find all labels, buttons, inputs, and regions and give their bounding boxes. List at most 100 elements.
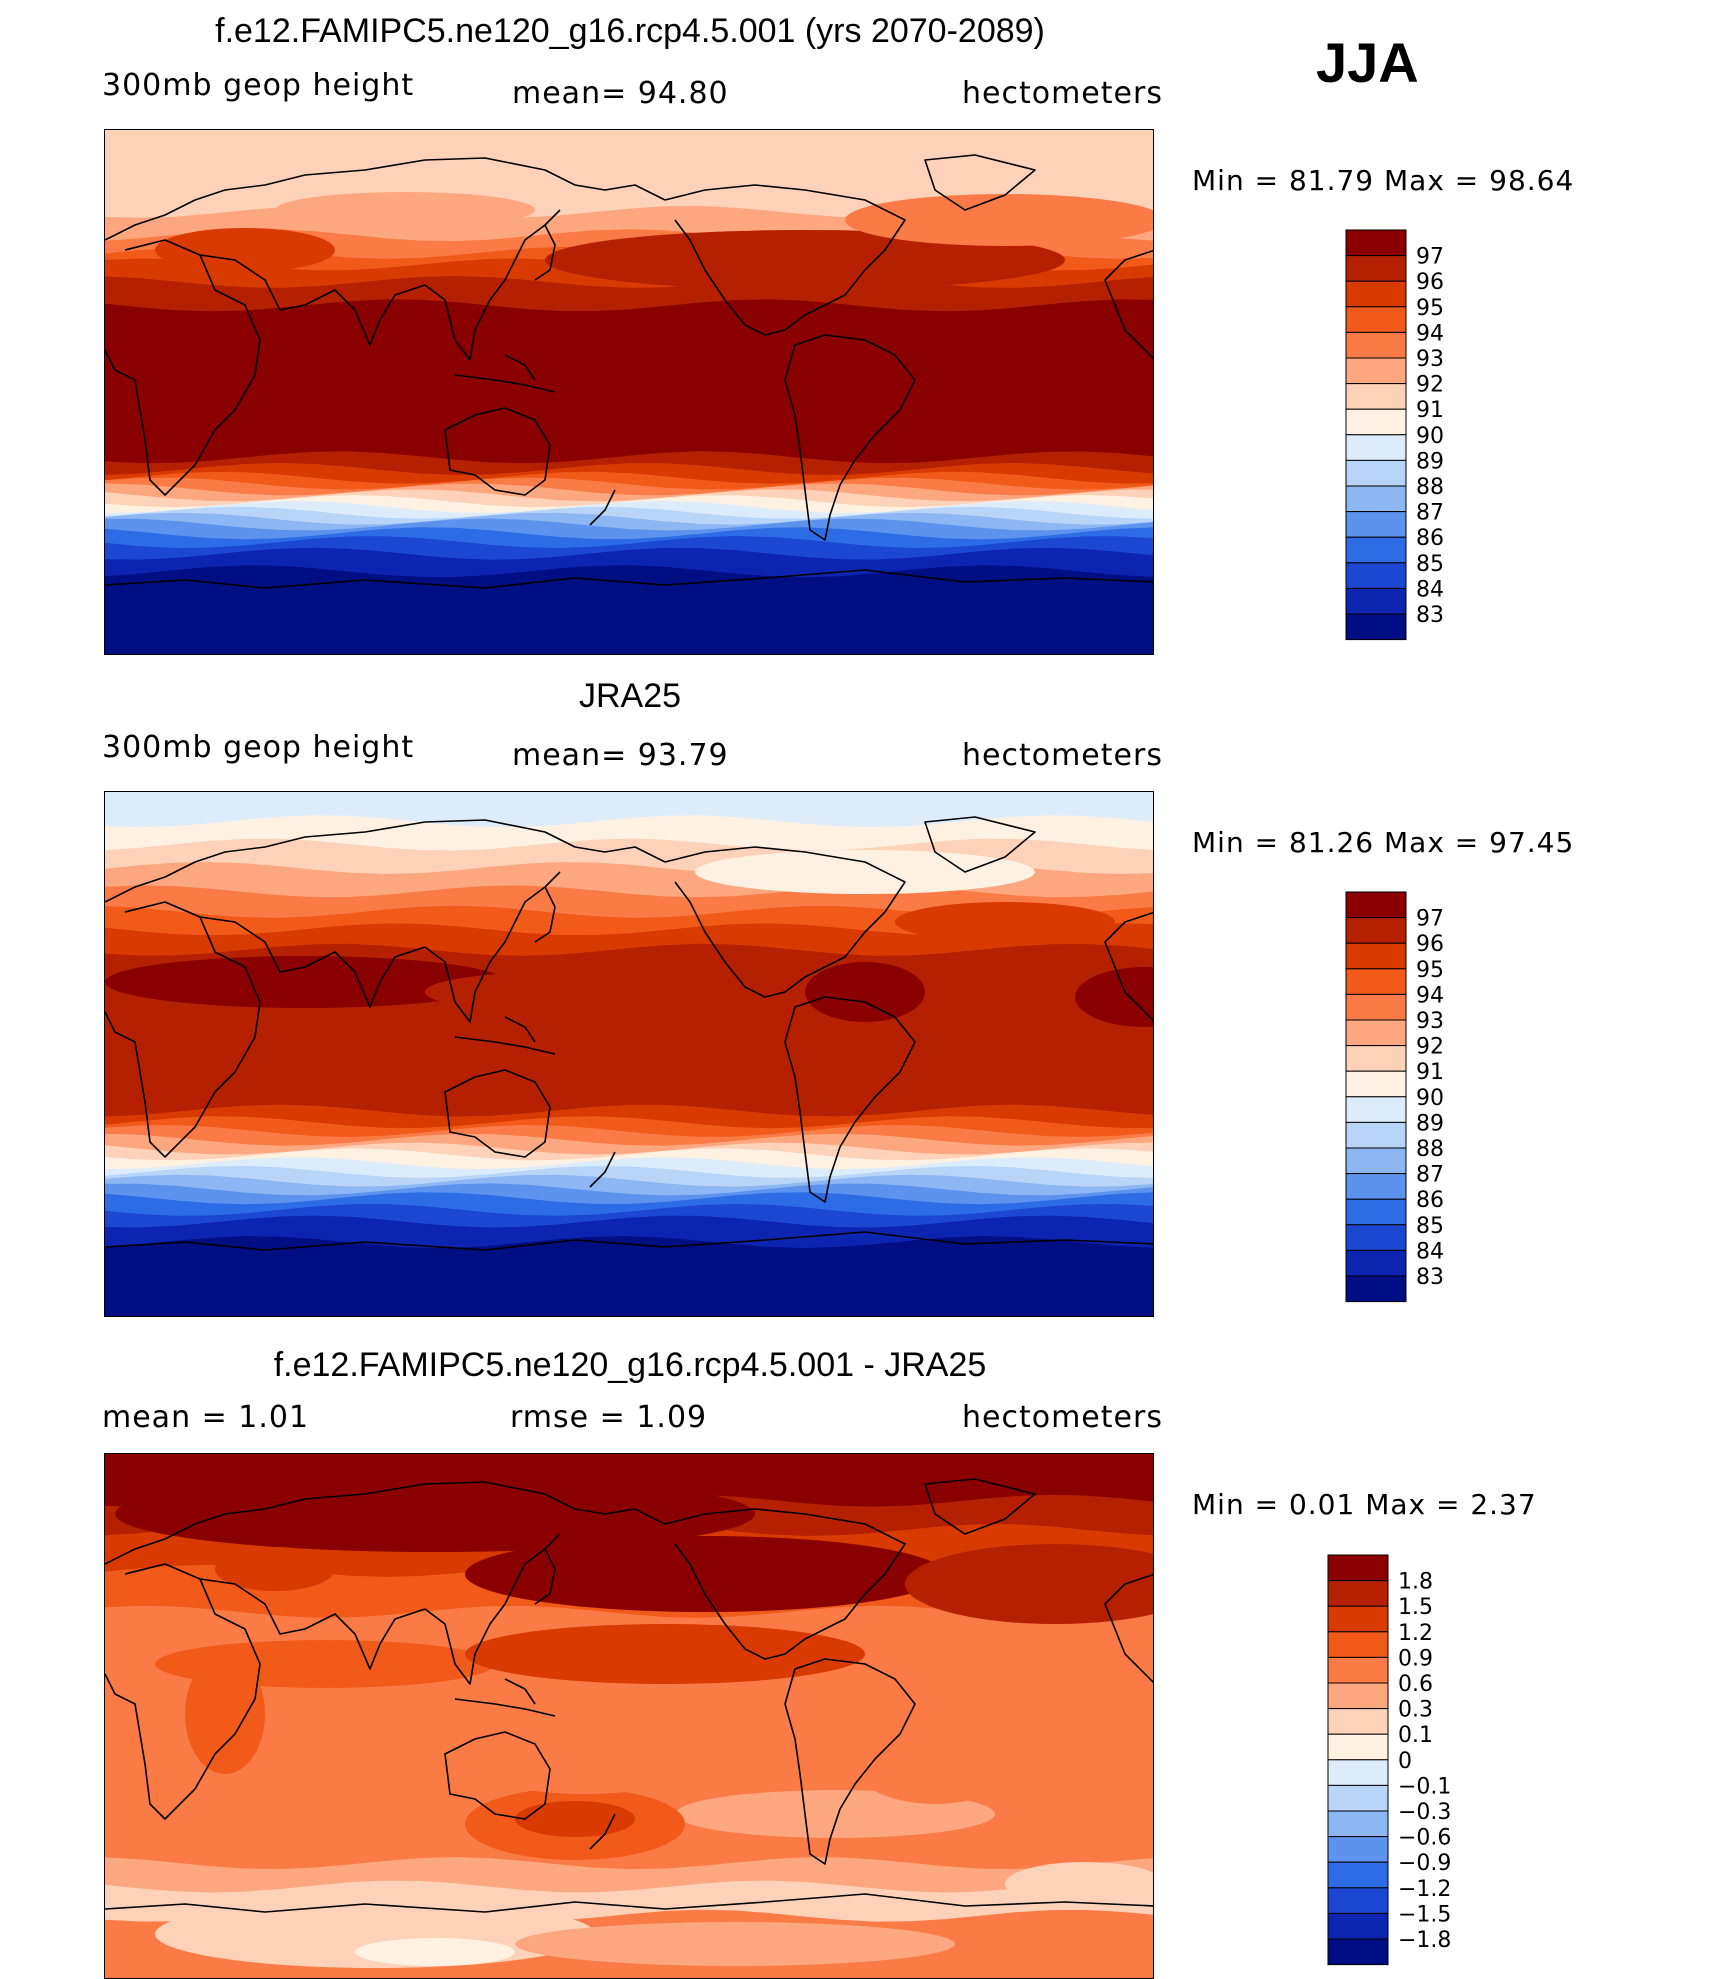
colorbar-swatch	[1327, 1631, 1389, 1658]
colorbar-tick-label: 94	[1416, 983, 1444, 1008]
coastline-segment	[534, 1548, 556, 1605]
colorbar-tick-label: 90	[1416, 1086, 1444, 1111]
colorbar-tick-label: −0.1	[1398, 1774, 1451, 1799]
panel-2-right-label: hectometers	[962, 738, 1163, 773]
coastline-segment	[784, 996, 916, 1203]
season-label: JJA	[1316, 31, 1419, 94]
colorbar-swatch	[1345, 1275, 1407, 1303]
colorbar-tick-label: 93	[1416, 347, 1444, 372]
colorbar-tick-label: −0.3	[1398, 1800, 1451, 1825]
coastline-segment	[454, 374, 556, 393]
colorbar-tick-label: 88	[1416, 1137, 1444, 1162]
colorbar-swatch	[1345, 1070, 1407, 1098]
colorbar-swatch	[1345, 306, 1407, 333]
colorbar-tick-label: 0.3	[1398, 1698, 1433, 1723]
contour-blob	[515, 1922, 955, 1966]
panel-1-map	[104, 129, 1154, 655]
colorbar-swatch	[1345, 485, 1407, 513]
colorbar-tick-label: 90	[1416, 424, 1444, 449]
panel-2-minmax: Min = 81.26 Max = 97.45	[1192, 826, 1575, 859]
colorbar-swatch	[1345, 993, 1407, 1021]
colorbar-swatch	[1345, 942, 1407, 970]
panel-1-right-label: hectometers	[962, 76, 1163, 111]
colorbar-tick-label: 89	[1416, 449, 1444, 474]
colorbar-tick-label: 83	[1416, 1265, 1444, 1290]
colorbar-swatch	[1345, 613, 1407, 641]
coastline-segment	[454, 1036, 556, 1055]
colorbar-tick-label: 0	[1398, 1749, 1412, 1774]
coastline-segment	[105, 1481, 666, 1565]
coastlines	[105, 1478, 1153, 1913]
colorbar-swatch	[1345, 1249, 1407, 1277]
coastline-segment	[444, 1731, 551, 1820]
colorbar-swatch	[1345, 511, 1407, 538]
colorbar-swatch	[1345, 280, 1407, 308]
panel-2-map	[104, 791, 1154, 1317]
contour-blob	[355, 1938, 515, 1966]
colorbar-tick-label: 86	[1416, 1188, 1444, 1213]
coastline-segment	[105, 1563, 261, 1820]
panel-2-colorbar: 97 96 95 94 93 92 91 90 89 88 87 86 85 84 83	[1344, 891, 1484, 1308]
coastline-segment	[589, 489, 616, 526]
colorbar-swatch	[1327, 1912, 1389, 1940]
colorbar-swatch	[1345, 1121, 1407, 1149]
colorbar-tick-label: −1.8	[1398, 1928, 1451, 1953]
coastline-segment	[504, 1016, 536, 1043]
colorbar-tick-label: 88	[1416, 475, 1444, 500]
colorbar-tick-label: 95	[1416, 296, 1444, 321]
colorbar-tick-label: 87	[1416, 501, 1444, 526]
colorbar-tick-label: 95	[1416, 958, 1444, 983]
panel-3-center-label: rmse = 1.09	[510, 1400, 708, 1435]
colorbar-swatch	[1327, 1836, 1389, 1863]
contour-blob	[805, 962, 925, 1022]
panel-1-colorbar: 97 96 95 94 93 92 91 90 89 88 87 86 85 84 83	[1344, 229, 1484, 646]
contour-blob	[1005, 1862, 1153, 1906]
colorbar-swatch	[1345, 917, 1407, 944]
contour-blob	[215, 1547, 335, 1591]
coastline-segment	[105, 569, 1153, 589]
contour-blob	[155, 228, 335, 272]
contour-band	[207, 1974, 1085, 1978]
coastline-segment	[199, 1578, 426, 1670]
contour-blob	[425, 972, 685, 1012]
colorbar-tick-label: 1.8	[1398, 1570, 1433, 1595]
colorbar-tick-label: 96	[1416, 932, 1444, 957]
contour-blob	[1075, 967, 1153, 1027]
panel-1-left-label: 300mb geop height	[102, 68, 415, 103]
colorbar-swatch	[1345, 1096, 1407, 1123]
coastline-segment	[424, 871, 561, 1023]
contour-band	[105, 299, 1153, 466]
contour-blob	[905, 1544, 1153, 1624]
contour-field	[105, 1454, 1153, 1978]
colorbar-tick-label: 97	[1416, 907, 1444, 932]
colorbar-tick-label: 91	[1416, 398, 1444, 423]
coastline-segment	[105, 1893, 1153, 1913]
coastline-segment	[105, 157, 666, 241]
colorbar-swatch	[1345, 459, 1407, 487]
coastlines	[105, 154, 1153, 589]
contour-band	[105, 815, 1153, 853]
colorbar-tick-label: 83	[1416, 603, 1444, 628]
panel-3-title: f.e12.FAMIPC5.ne120_g16.rcp4.5.001 - JRA…	[273, 1346, 987, 1384]
coastline-segment	[105, 1231, 1153, 1251]
colorbar-swatch	[1327, 1682, 1389, 1710]
colorbar-tick-label: 92	[1416, 1035, 1444, 1060]
contour-blob	[695, 850, 1035, 894]
coastline-segment	[1104, 249, 1153, 360]
coastline-segment	[924, 154, 1036, 211]
colorbar-tick-label: 94	[1416, 321, 1444, 346]
contour-blob	[115, 1476, 755, 1552]
coastline-segment	[1104, 911, 1153, 1022]
colorbar-tick-label: −0.6	[1398, 1826, 1451, 1851]
colorbar-tick-label: 93	[1416, 1009, 1444, 1034]
coastline-segment	[199, 916, 426, 1008]
panel-2-map-svg	[105, 792, 1153, 1316]
colorbar-swatch	[1327, 1605, 1389, 1633]
panel-3-map-svg	[105, 1454, 1153, 1978]
coastline-segment	[784, 334, 916, 541]
coastline-segment	[534, 224, 556, 281]
colorbar-tick-label: 85	[1416, 552, 1444, 577]
colorbar-swatch	[1345, 587, 1407, 615]
contour-blob	[465, 1536, 945, 1612]
